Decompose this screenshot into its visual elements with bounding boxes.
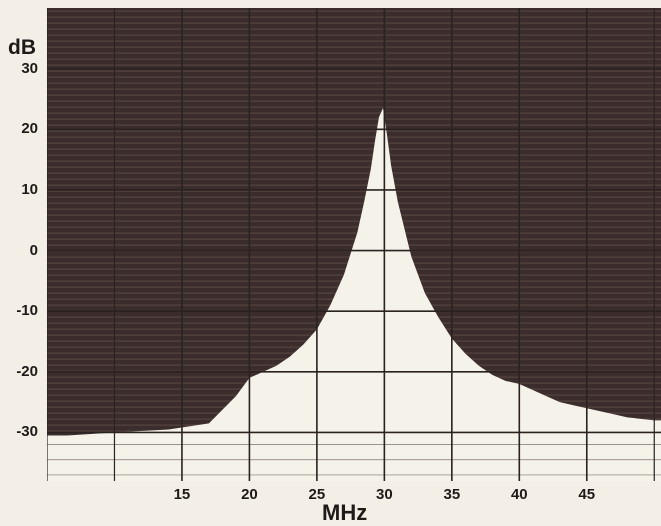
y-tick-label: 0 (29, 241, 38, 259)
x-tick-label: 20 (241, 486, 258, 503)
x-axis-unit: MHz (322, 500, 368, 525)
x-tick-label: 15 (173, 486, 191, 503)
y-tick-label: 20 (21, 120, 38, 138)
x-tick-label: 45 (578, 486, 596, 503)
y-tick-label: 30 (21, 59, 38, 77)
y-tick-label: -10 (16, 302, 38, 320)
spectrum-area (47, 108, 661, 481)
y-tick-label: -30 (16, 423, 38, 441)
x-tick-label: 30 (376, 486, 393, 503)
y-tick-label: 10 (21, 180, 38, 198)
x-tick-label: 25 (308, 486, 326, 503)
y-axis-unit: dB (8, 36, 36, 59)
x-tick-label: 35 (443, 486, 461, 503)
y-tick-label: -20 (16, 362, 38, 380)
x-tick-label: 40 (510, 486, 528, 503)
